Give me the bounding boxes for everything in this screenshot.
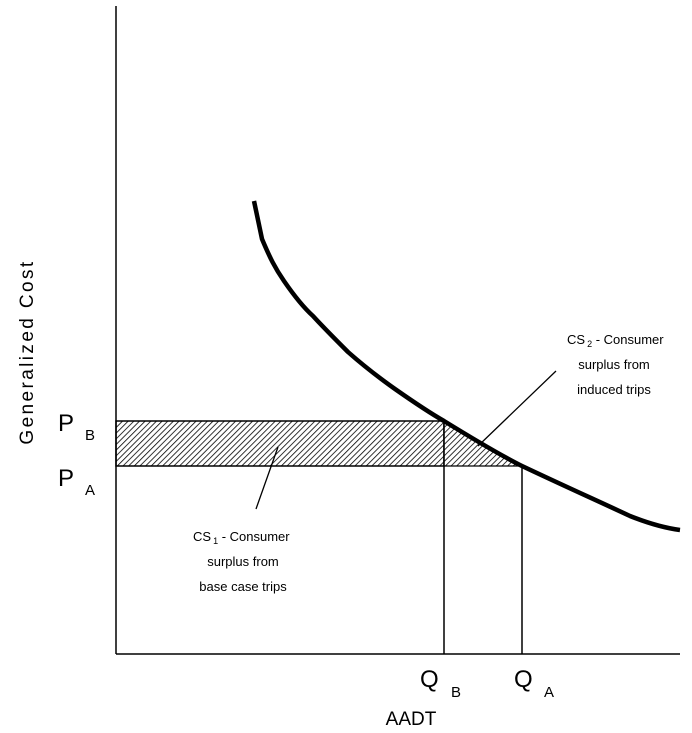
svg-text:induced trips: induced trips [577, 382, 651, 397]
svg-text:surplus from: surplus from [578, 357, 650, 372]
cs1-area [115, 420, 445, 467]
cs2-callout: CS 2 - Consumer surplus from induced trip… [567, 332, 664, 397]
cs1-leader-line [255, 446, 279, 510]
svg-text:CS2 - Consumer: CS 2 - Consumer [567, 332, 664, 349]
svg-text:surplus from: surplus from [207, 554, 279, 569]
quantity-label-qb: Q B [420, 666, 461, 701]
cs2-leader-line [477, 370, 557, 447]
svg-text:A: A [85, 482, 95, 499]
price-label-pb: P B [58, 410, 95, 444]
svg-text:B: B [451, 684, 461, 701]
cs1-callout: CS 1 - Consumer surplus from base case tr… [193, 529, 290, 594]
svg-text:Q: Q [514, 666, 533, 693]
svg-text:P: P [58, 410, 74, 437]
svg-text:base case trips: base case trips [199, 579, 287, 594]
y-axis-title: Generalized Cost [17, 259, 38, 444]
x-axis-title: AADT [386, 709, 437, 730]
svg-text:A: A [544, 684, 554, 701]
svg-text:B: B [85, 427, 95, 444]
price-label-pa: P A [58, 465, 95, 499]
quantity-label-qa: Q A [514, 666, 554, 701]
svg-text:CS1 - Consumer: CS 1 - Consumer [193, 529, 290, 546]
demand-curve [251, 200, 681, 533]
svg-text:Q: Q [420, 666, 439, 693]
svg-text:P: P [58, 465, 74, 492]
